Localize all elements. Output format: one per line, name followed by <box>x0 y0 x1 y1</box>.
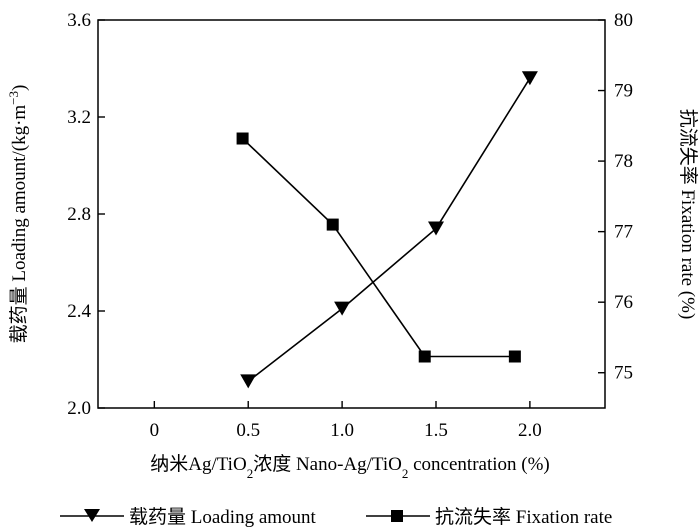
legend-square-icon <box>391 510 403 522</box>
x-tick-label: 0 <box>150 420 160 441</box>
y-left-axis-title-sup: −3 <box>6 91 21 105</box>
x-tick-label: 1.0 <box>330 420 354 441</box>
data-point-fixation-rate <box>326 218 339 231</box>
x-axis-title-suffix: concentration (%) <box>408 454 549 475</box>
data-point-loading-amount <box>334 301 351 316</box>
y-left-axis-title: 载药量 Loading amount/(kg·m−3) <box>6 85 31 344</box>
y-right-tick-label: 80 <box>614 10 633 31</box>
legend-item-loading-amount: 载药量 Loading amount <box>60 506 317 528</box>
x-tick-label: 1.5 <box>424 420 448 441</box>
x-axis-title-middle: 浓度 Nano-Ag/TiO <box>253 453 402 475</box>
data-point-loading-amount <box>521 71 538 86</box>
y-left-tick-label: 2.4 <box>67 301 91 322</box>
y-left-tick-label: 2.0 <box>67 398 91 419</box>
legend: 载药量 Loading amount 抗流失率 Fixation rate <box>60 506 612 528</box>
x-tick-label: 2.0 <box>518 420 542 441</box>
y-left-tick-label: 3.6 <box>67 10 91 31</box>
legend-label-fixation-rate: 抗流失率 Fixation rate <box>435 506 612 528</box>
x-axis-title-prefix: 纳米Ag/TiO <box>150 453 246 475</box>
legend-triangle-down-icon <box>84 509 100 522</box>
series-layer <box>236 71 538 389</box>
y-left-axis-title-end: ) <box>9 85 30 91</box>
data-point-fixation-rate <box>508 350 521 363</box>
y-left-axis-title-main: 载药量 Loading amount/(kg·m <box>8 105 30 344</box>
x-axis-title-sub2: 2 <box>402 466 409 481</box>
y-right-tick-label: 78 <box>614 151 633 172</box>
y-left-tick-label: 3.2 <box>67 107 91 128</box>
data-point-fixation-rate <box>418 350 431 363</box>
series-line-loading-amount <box>247 77 531 382</box>
y-right-tick-label: 79 <box>614 81 633 102</box>
x-axis-title-sub1: 2 <box>247 466 254 481</box>
legend-item-fixation-rate: 抗流失率 Fixation rate <box>366 506 612 528</box>
legend-label-loading-amount: 载药量 Loading amount <box>129 506 317 528</box>
y-right-tick-label: 75 <box>614 363 633 384</box>
y-right-tick-label: 77 <box>614 222 633 243</box>
data-point-loading-amount <box>428 221 444 236</box>
x-axis-title: 纳米Ag/TiO2浓度 Nano-Ag/TiO2 concentration (… <box>150 453 550 481</box>
data-point-loading-amount <box>240 374 257 389</box>
x-tick-label: 0.5 <box>236 420 260 441</box>
y-left-tick-label: 2.8 <box>67 204 91 225</box>
y-right-axis-title: 抗流失率 Fixation rate (%) <box>677 109 699 320</box>
axis-ticks: 0 0.5 1.0 1.5 2.0 2.0 2.4 2.8 3.2 3.6 75 76 77 78 79 80 <box>67 10 633 441</box>
series-line-fixation-rate <box>242 137 515 358</box>
y-right-tick-label: 76 <box>614 292 633 313</box>
data-point-fixation-rate <box>236 132 249 145</box>
